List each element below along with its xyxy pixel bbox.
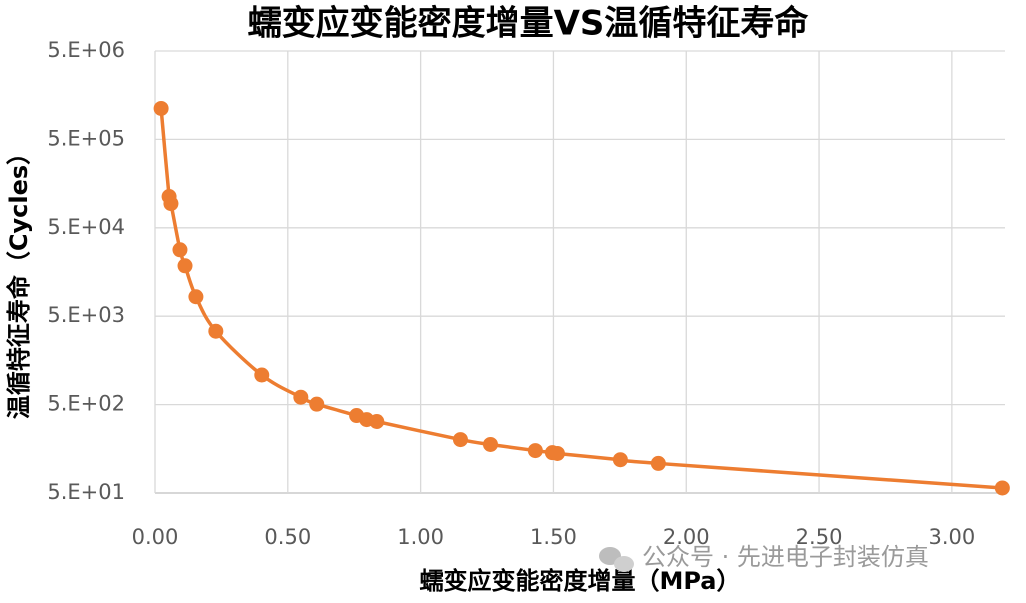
x-tick-label: 2.50 — [796, 525, 843, 549]
data-point — [163, 196, 179, 212]
data-point — [309, 396, 325, 412]
data-point — [650, 455, 666, 471]
x-tick-label: 2.00 — [663, 525, 710, 549]
data-point — [172, 242, 188, 258]
x-tick-label: 0.50 — [264, 525, 311, 549]
data-point — [369, 413, 385, 429]
y-tick-label: 5.E+04 — [47, 215, 125, 239]
data-point — [153, 100, 169, 116]
y-tick-label: 5.E+03 — [47, 303, 125, 327]
data-point — [452, 432, 468, 448]
wechat-icon — [599, 547, 634, 572]
data-point — [208, 323, 224, 339]
data-point — [188, 289, 204, 305]
data-point — [612, 452, 628, 468]
data-point — [293, 389, 309, 405]
data-point — [482, 436, 498, 452]
chart-title: 蠕变应变能密度增量VS温循特征寿命 — [248, 4, 809, 44]
y-tick-label: 5.E+02 — [47, 392, 125, 416]
x-tick-label: 3.00 — [928, 525, 975, 549]
data-point — [549, 445, 565, 461]
data-point — [177, 258, 193, 274]
y-tick-label: 5.E+06 — [47, 38, 125, 62]
y-axis-title: 温循特征寿命（Cycles） — [5, 141, 33, 419]
data-point — [527, 443, 543, 459]
x-tick-label: 0.00 — [132, 525, 179, 549]
y-tick-label: 5.E+01 — [47, 480, 125, 504]
x-axis-title: 蠕变应变能密度增量（MPa） — [419, 567, 740, 595]
x-tick-label: 1.00 — [397, 525, 444, 549]
y-tick-label: 5.E+05 — [47, 126, 125, 150]
x-tick-label: 1.50 — [530, 525, 577, 549]
data-point — [254, 367, 270, 383]
watermark: 公众号 · 先进电子封装仿真 — [642, 543, 929, 571]
data-point — [994, 480, 1010, 496]
